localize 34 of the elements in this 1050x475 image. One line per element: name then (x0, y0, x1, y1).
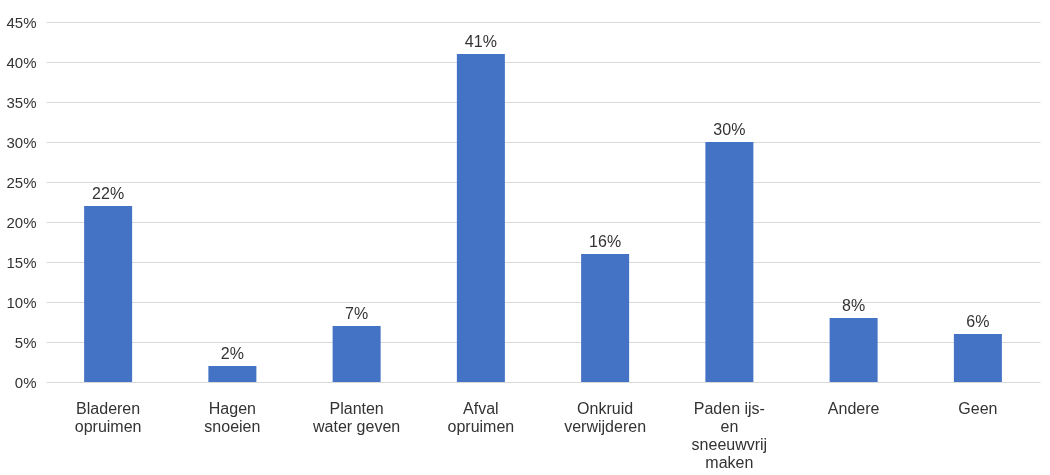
x-tick-label: Hagen snoeien (204, 399, 261, 435)
y-tick-label: 10% (6, 293, 37, 311)
x-tick-label: Planten water geven (312, 399, 401, 435)
data-label: 2% (220, 345, 244, 362)
bar (84, 206, 133, 382)
x-tick-label: Andere (827, 399, 880, 417)
x-tick-label: Geen (958, 399, 998, 417)
data-label: 16% (589, 233, 622, 250)
y-tick-label: 15% (6, 253, 37, 271)
y-tick-label: 45% (6, 13, 37, 31)
bar (332, 326, 381, 382)
y-tick-label: 40% (6, 53, 37, 71)
data-label: 7% (345, 305, 369, 322)
y-tick-label: 30% (6, 133, 37, 151)
bar (829, 318, 878, 382)
data-label: 6% (966, 313, 990, 330)
bar (705, 142, 754, 382)
data-label: 41% (464, 33, 497, 50)
y-tick-label: 20% (6, 213, 37, 231)
bar (953, 334, 1002, 382)
x-tick-label: Onkruid verwijderen (564, 399, 647, 435)
data-label: 8% (842, 297, 866, 314)
y-tick-label: 25% (6, 173, 37, 191)
y-tick-label: 5% (14, 333, 37, 351)
y-tick-label: 35% (6, 93, 37, 111)
y-tick-label: 0% (14, 373, 37, 391)
x-tick-label: Paden ijs- en sneeuwvrij maken (691, 399, 768, 471)
x-tick-label: Bladeren opruimen (74, 399, 142, 435)
bar (581, 254, 630, 382)
data-label: 22% (92, 185, 125, 202)
x-tick-label: Afval opruimen (447, 399, 515, 435)
data-label: 30% (713, 121, 746, 138)
bar (208, 366, 257, 382)
bar (456, 54, 505, 382)
